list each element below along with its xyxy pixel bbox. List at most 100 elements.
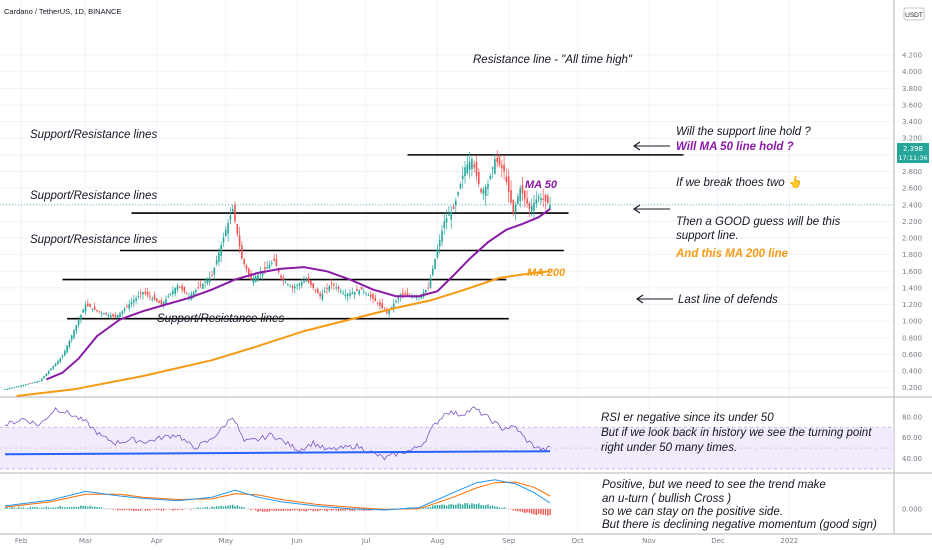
macd-histogram-bar xyxy=(50,507,52,509)
macd-histogram-bar xyxy=(298,508,301,512)
macd-histogram-bar xyxy=(146,508,149,511)
macd-histogram-bar xyxy=(330,508,333,511)
candle-up xyxy=(367,295,370,296)
macd-histogram-bar xyxy=(466,503,468,509)
macd-histogram-bar xyxy=(192,508,195,510)
macd-histogram-bar xyxy=(452,504,455,509)
candle-down xyxy=(510,190,512,203)
candle-up xyxy=(432,268,434,275)
x-tick-label: May xyxy=(219,537,233,545)
candle-down xyxy=(376,303,379,305)
time-axis[interactable]: Feb Mar Apr May Jun Jul Aug Sep Oct Nov Dec 2022 xyxy=(15,537,798,545)
macd-histogram-bar xyxy=(105,508,107,509)
candle-down xyxy=(98,311,101,313)
annotation-sr-4: Support/Resistance lines xyxy=(157,313,284,325)
candle-up xyxy=(445,218,448,223)
macd-histogram-bar xyxy=(84,505,87,509)
macd-histogram-bar xyxy=(257,508,259,512)
candle-down xyxy=(333,284,335,286)
macd-histogram-bar xyxy=(4,507,6,509)
macd-histogram-bar xyxy=(6,507,8,509)
candle-down xyxy=(547,195,549,204)
macd-histogram-bar xyxy=(218,506,220,509)
candle-down xyxy=(498,156,501,166)
candle-up xyxy=(344,294,347,297)
annotation-last-line: Last line of defends xyxy=(678,294,778,306)
macd-histogram-bar xyxy=(514,508,517,511)
macd-histogram-bar xyxy=(501,507,503,509)
currency-button[interactable] xyxy=(903,7,925,21)
macd-histogram-bar xyxy=(280,508,282,511)
support-resistance-lines xyxy=(62,154,684,320)
candle-down xyxy=(369,294,372,297)
annotation-rsi-3: right under 50 many times. xyxy=(601,442,737,454)
macd-histogram-bar xyxy=(434,505,436,509)
macd-histogram-bar xyxy=(227,505,229,509)
macd-histogram-bar xyxy=(176,508,179,511)
candle-up xyxy=(487,183,489,189)
macd-histogram-bar xyxy=(8,507,11,509)
macd-histogram-bar xyxy=(255,508,257,511)
macd-tick-label: 0.000 xyxy=(902,505,922,513)
candle-down xyxy=(93,306,96,310)
macd-histogram-bar xyxy=(71,506,73,509)
candle-up xyxy=(20,385,22,387)
macd-histogram-bar xyxy=(66,507,68,509)
y-tick-label: 1.800 xyxy=(902,251,922,259)
macd-histogram-bar xyxy=(266,508,268,512)
y-tick-label: 0.600 xyxy=(902,351,922,359)
candle-up xyxy=(468,161,471,170)
macd-histogram-bar xyxy=(531,508,533,514)
macd-histogram-bar xyxy=(190,508,192,510)
macd-histogram-bar xyxy=(121,508,123,511)
macd-histogram-bar xyxy=(117,508,119,511)
candle-down xyxy=(542,198,544,200)
macd-histogram-bar xyxy=(310,508,312,511)
candle-up xyxy=(466,164,469,174)
candle-down xyxy=(317,289,319,294)
annotation-macd-2: an u-turn ( bullish Cross ) xyxy=(602,493,731,505)
y-tick-label: 1.000 xyxy=(902,318,922,326)
candle-up xyxy=(119,312,121,318)
annotation-ma200-line: And this MA 200 line xyxy=(675,248,789,260)
macd-histogram-bar xyxy=(250,508,252,511)
macd-histogram-bar xyxy=(57,506,59,509)
candle-down xyxy=(507,176,510,193)
candle-up xyxy=(461,175,464,180)
macd-histogram-bar xyxy=(77,506,80,509)
candle-up xyxy=(206,279,209,284)
macd-histogram-bar xyxy=(475,504,478,509)
macd-histogram-bar xyxy=(89,505,91,509)
candle-down xyxy=(544,194,547,202)
macd-histogram-bar xyxy=(450,503,452,509)
candle-up xyxy=(392,303,395,308)
candle-down xyxy=(326,288,328,289)
candle-down xyxy=(406,293,409,296)
candle-down xyxy=(360,286,363,290)
candle-up xyxy=(340,290,342,292)
candle-up xyxy=(549,204,551,209)
candle-up xyxy=(395,300,397,303)
candle-up xyxy=(4,389,6,391)
candle-up xyxy=(287,283,289,285)
candle-down xyxy=(126,306,128,307)
ma200-line xyxy=(16,270,551,397)
macd-histogram-bar xyxy=(213,507,215,509)
candle-up xyxy=(52,366,55,369)
candle-up xyxy=(169,293,172,295)
candle-up xyxy=(351,292,354,294)
candle-down xyxy=(89,303,91,308)
y-tick-label: 0.200 xyxy=(902,384,922,392)
price-axis[interactable]: 4.2004.0003.8003.6003.4003.2003.0002.800… xyxy=(902,52,922,514)
macd-histogram-bar xyxy=(204,507,206,509)
macd-histogram-bar xyxy=(464,503,466,509)
rsi-line xyxy=(4,406,551,461)
macd-histogram-bar xyxy=(340,508,342,511)
x-tick-label: Feb xyxy=(15,537,28,545)
candle-down xyxy=(236,224,239,234)
y-tick-label: 3.800 xyxy=(902,85,922,93)
candle-down xyxy=(264,267,266,270)
candle-up xyxy=(167,296,170,298)
macd-histogram-bar xyxy=(519,508,521,512)
macd-histogram-bar xyxy=(158,508,160,510)
